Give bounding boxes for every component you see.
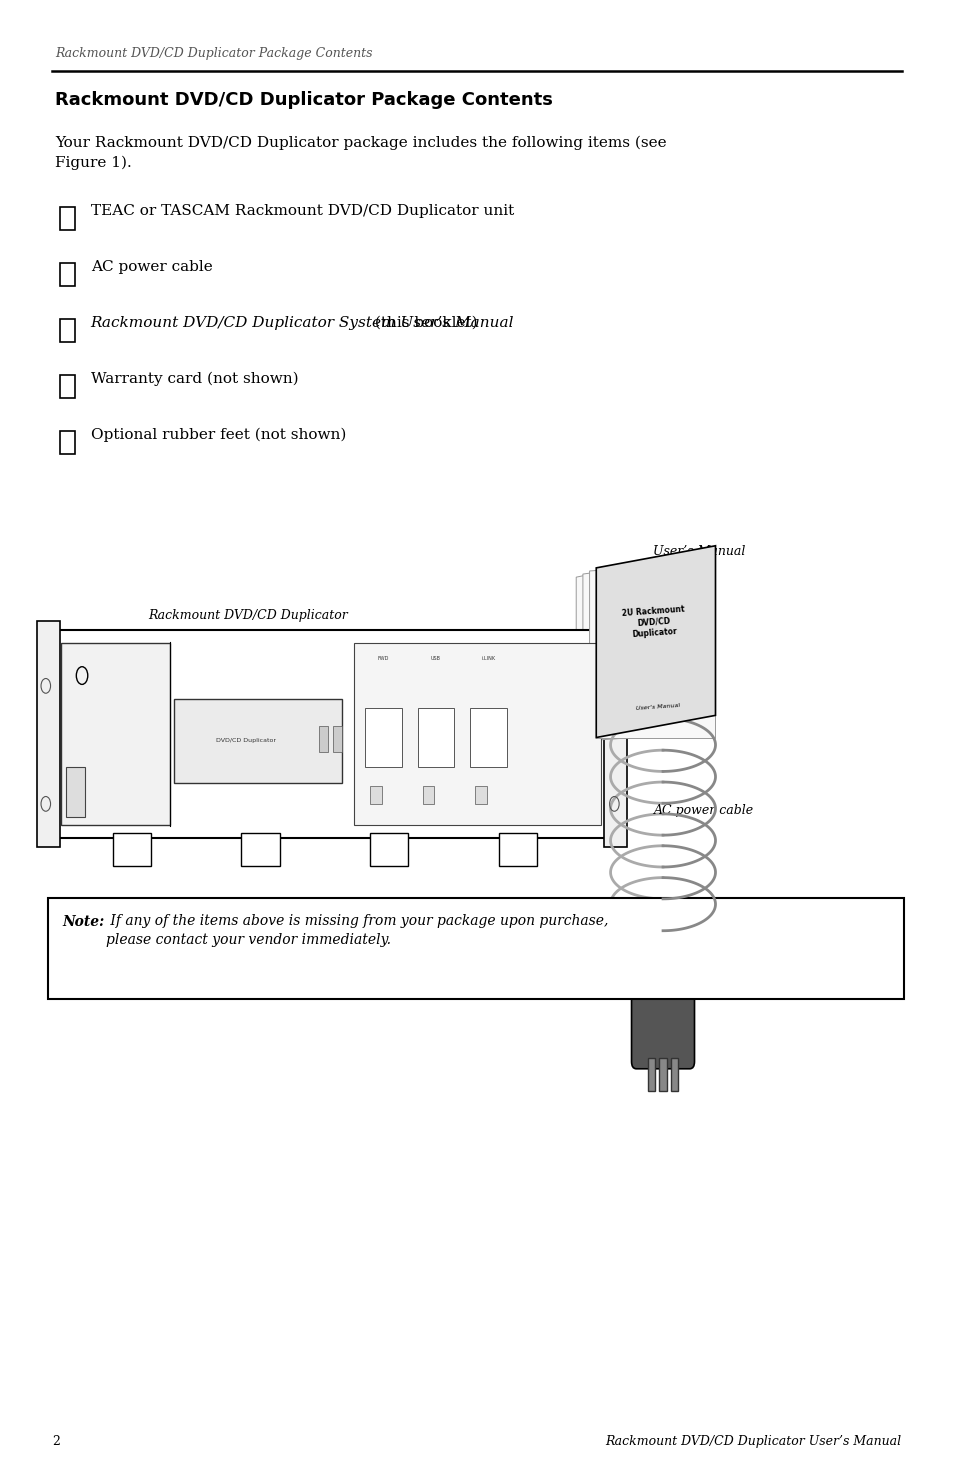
Polygon shape [596, 568, 715, 738]
Text: DVD/CD Duplicator: DVD/CD Duplicator [216, 738, 275, 743]
FancyBboxPatch shape [659, 1059, 666, 1092]
Text: Your Rackmount DVD/CD Duplicator package includes the following items (see
Figur: Your Rackmount DVD/CD Duplicator package… [55, 136, 666, 170]
FancyBboxPatch shape [603, 621, 626, 847]
FancyBboxPatch shape [470, 708, 506, 767]
Polygon shape [589, 563, 708, 740]
FancyBboxPatch shape [365, 708, 401, 767]
Text: AC power cable: AC power cable [91, 260, 213, 273]
FancyBboxPatch shape [37, 621, 60, 847]
Text: Warranty card (not shown): Warranty card (not shown) [91, 372, 298, 386]
Text: Rackmount DVD/CD Duplicator User’s Manual: Rackmount DVD/CD Duplicator User’s Manua… [605, 1435, 901, 1448]
Text: Optional rubber feet (not shown): Optional rubber feet (not shown) [91, 428, 346, 442]
FancyBboxPatch shape [670, 1059, 678, 1092]
FancyBboxPatch shape [370, 833, 408, 866]
Text: If any of the items above is missing from your package upon purchase,
please con: If any of the items above is missing fro… [106, 914, 608, 947]
FancyBboxPatch shape [354, 643, 600, 825]
FancyBboxPatch shape [48, 898, 903, 999]
FancyBboxPatch shape [631, 988, 694, 1069]
Text: AC power cable: AC power cable [653, 804, 753, 817]
Text: Rackmount DVD/CD Duplicator Package Contents: Rackmount DVD/CD Duplicator Package Cont… [55, 47, 373, 60]
Polygon shape [582, 558, 701, 743]
FancyBboxPatch shape [417, 708, 454, 767]
FancyBboxPatch shape [60, 207, 75, 230]
Text: Note:: Note: [62, 914, 104, 928]
FancyBboxPatch shape [475, 786, 486, 804]
FancyBboxPatch shape [318, 726, 328, 752]
FancyBboxPatch shape [173, 699, 342, 783]
Text: FWD: FWD [377, 656, 389, 661]
FancyBboxPatch shape [60, 319, 75, 342]
Text: Figure 1. Rackmount DVD/CD Duplicator Package Contents: Figure 1. Rackmount DVD/CD Duplicator Pa… [287, 903, 666, 916]
FancyBboxPatch shape [66, 767, 85, 817]
FancyBboxPatch shape [647, 1059, 655, 1092]
FancyBboxPatch shape [52, 630, 611, 838]
FancyBboxPatch shape [60, 375, 75, 398]
Text: TEAC or TASCAM Rackmount DVD/CD Duplicator unit: TEAC or TASCAM Rackmount DVD/CD Duplicat… [91, 204, 514, 217]
FancyBboxPatch shape [422, 786, 434, 804]
Text: Rackmount DVD/CD Duplicator System User’s Manual: Rackmount DVD/CD Duplicator System User’… [91, 316, 514, 329]
FancyBboxPatch shape [241, 833, 279, 866]
FancyBboxPatch shape [498, 833, 537, 866]
Polygon shape [576, 552, 695, 746]
Text: User’s Manual: User’s Manual [653, 544, 745, 558]
FancyBboxPatch shape [112, 833, 151, 866]
FancyBboxPatch shape [60, 431, 75, 454]
Polygon shape [596, 546, 715, 738]
Text: Rackmount DVD/CD Duplicator: Rackmount DVD/CD Duplicator [148, 609, 347, 622]
FancyBboxPatch shape [61, 643, 170, 825]
Text: (this booklet): (this booklet) [370, 316, 477, 329]
FancyBboxPatch shape [333, 726, 342, 752]
FancyBboxPatch shape [370, 786, 381, 804]
Text: i.LINK: i.LINK [481, 656, 495, 661]
Text: 2U Rackmount
DVD/CD
Duplicator: 2U Rackmount DVD/CD Duplicator [620, 605, 685, 639]
FancyBboxPatch shape [60, 263, 75, 286]
Text: 2: 2 [52, 1435, 60, 1448]
Text: User's Manual: User's Manual [636, 704, 679, 711]
Text: USB: USB [431, 656, 440, 661]
Text: Rackmount DVD/CD Duplicator Package Contents: Rackmount DVD/CD Duplicator Package Cont… [55, 91, 553, 109]
